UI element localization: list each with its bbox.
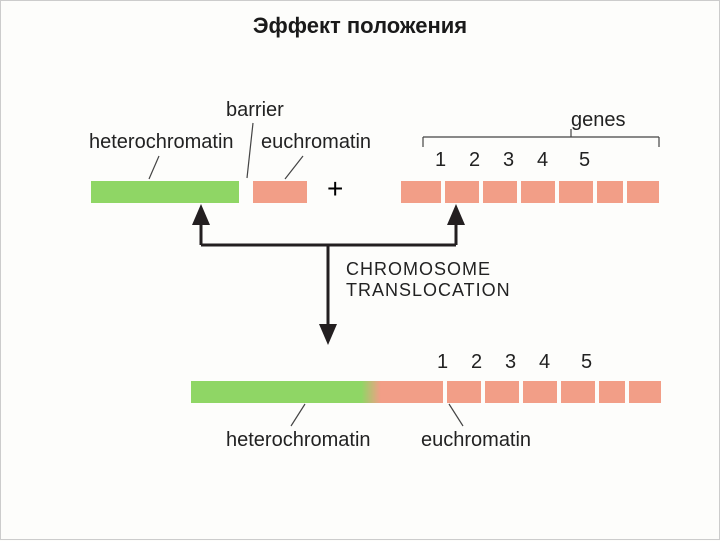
pointer-line (285, 156, 303, 179)
overlay-svg (1, 1, 720, 541)
pointer-line (291, 404, 305, 426)
diagram-container: heterochromatin barrier euchromatin gene… (1, 1, 720, 541)
pointer-line (149, 156, 159, 179)
pointer-line (449, 404, 463, 426)
pointer-line (247, 123, 253, 178)
